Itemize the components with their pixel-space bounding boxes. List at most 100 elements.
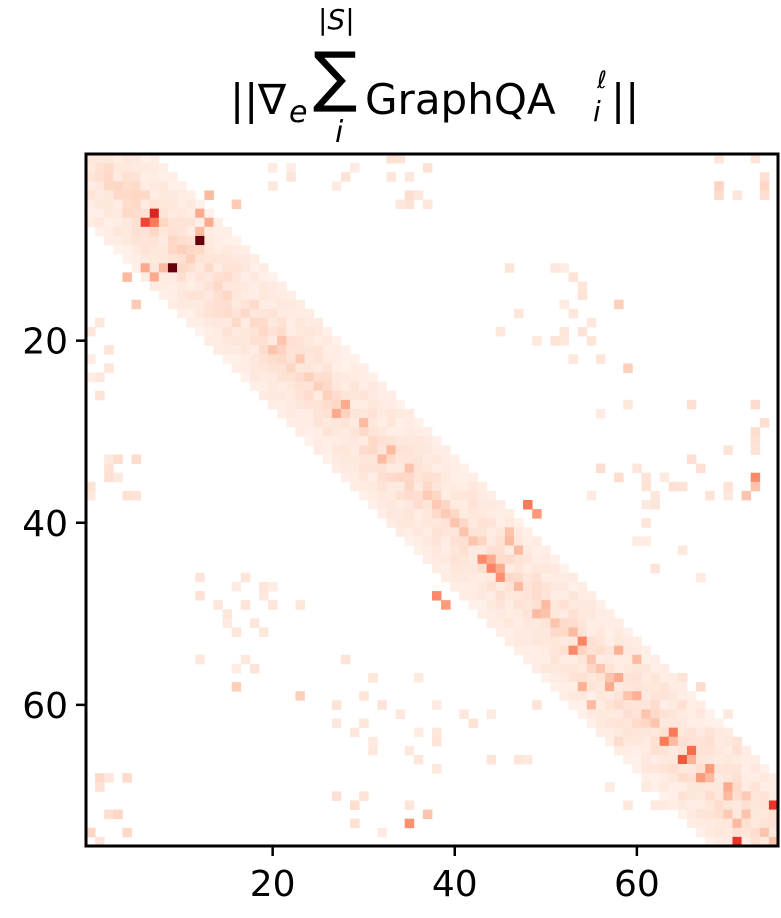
- heatmap-cell: [386, 509, 396, 519]
- heatmap-cell: [95, 317, 105, 328]
- heatmap-cell: [149, 226, 160, 237]
- heatmap-cell: [605, 609, 615, 619]
- heatmap-cell: [641, 673, 651, 683]
- heatmap-cell: [222, 272, 233, 282]
- heatmap-cell: [459, 591, 469, 601]
- heatmap-cell: [668, 745, 679, 756]
- heatmap-cell: [677, 773, 688, 783]
- heatmap-cell: [413, 463, 424, 474]
- heatmap-cell: [268, 308, 278, 319]
- heatmap-cell: [422, 518, 433, 528]
- heatmap-cell: [386, 445, 396, 455]
- heatmap-cell: [595, 618, 606, 628]
- heatmap-cell: [477, 545, 488, 556]
- heatmap-cell: [167, 181, 178, 191]
- heatmap-cell: [259, 290, 269, 301]
- heatmap-cell: [322, 445, 333, 455]
- heatmap-cell: [477, 581, 488, 592]
- heatmap-cell: [167, 190, 178, 200]
- heatmap-cell: [268, 281, 278, 291]
- heatmap-cell: [259, 299, 269, 310]
- heatmap-cell: [122, 773, 132, 783]
- heatmap-cell: [586, 336, 597, 346]
- y-tick-label: 40: [22, 504, 68, 545]
- heatmap-cell: [677, 691, 688, 701]
- heatmap-cell: [322, 399, 333, 410]
- heatmap-cell: [204, 299, 214, 310]
- heatmap-cell: [650, 773, 661, 783]
- heatmap-cell: [240, 327, 251, 337]
- heatmap-cell: [586, 609, 597, 619]
- heatmap-cell: [668, 782, 679, 792]
- heatmap-cell: [331, 399, 342, 410]
- heatmap-cell: [732, 800, 742, 810]
- heatmap-cell: [249, 354, 260, 364]
- heatmap-cell: [231, 245, 242, 255]
- heatmap-cell: [195, 654, 205, 665]
- heatmap-cell: [386, 490, 396, 501]
- heatmap-cell: [468, 472, 478, 483]
- heatmap-cell: [477, 600, 488, 610]
- heatmap-cell: [450, 454, 460, 464]
- heatmap-cell: [432, 445, 442, 455]
- heatmap-cell: [131, 490, 142, 501]
- heatmap-cell: [340, 399, 351, 410]
- heatmap-cell: [523, 545, 533, 556]
- heatmap-cell: [586, 636, 597, 647]
- heatmap-cell: [104, 190, 114, 200]
- heatmap-cell: [149, 245, 160, 255]
- heatmap-cell: [368, 427, 378, 437]
- heatmap-cell: [659, 764, 670, 774]
- heatmap-cell: [504, 609, 515, 619]
- heatmap-cell: [605, 673, 615, 683]
- heatmap-cell: [504, 600, 515, 610]
- heatmap-cell: [149, 235, 160, 246]
- heatmap-cell: [714, 773, 724, 783]
- heatmap-cell: [95, 181, 105, 191]
- heatmap-cell: [759, 773, 770, 783]
- title-norm-left: ||: [230, 75, 259, 124]
- heatmap-cell: [404, 445, 415, 455]
- heatmap-cell: [432, 536, 442, 546]
- heatmap-cell: [340, 372, 351, 383]
- title-lower-limit: i: [335, 115, 344, 150]
- heatmap-cell: [204, 308, 214, 319]
- heatmap-cell: [113, 226, 123, 237]
- heatmap-cell: [668, 673, 679, 683]
- heatmap-cell: [559, 673, 569, 683]
- heatmap-cell: [404, 518, 415, 528]
- heatmap-cell: [432, 545, 442, 556]
- heatmap-cell: [340, 445, 351, 455]
- heatmap-cell: [586, 618, 597, 628]
- heatmap-cell: [249, 317, 260, 328]
- heatmap-cell: [268, 317, 278, 328]
- heatmap-cell: [231, 663, 242, 674]
- heatmap-cell: [331, 700, 342, 710]
- heatmap-cell: [213, 226, 223, 237]
- heatmap-cell: [577, 618, 588, 628]
- heatmap-cell: [523, 618, 533, 628]
- heatmap-cell: [158, 190, 169, 200]
- heatmap-cell: [268, 290, 278, 301]
- heatmap-cell: [295, 327, 305, 337]
- heatmap-cell: [222, 327, 233, 337]
- heatmap-cell: [313, 381, 324, 392]
- heatmap-cell: [705, 782, 715, 792]
- heatmap-cell: [568, 682, 579, 692]
- heatmap-cell: [714, 818, 724, 829]
- heatmap-cell: [422, 809, 433, 820]
- heatmap-cell: [550, 654, 560, 665]
- heatmap-cell: [195, 281, 205, 291]
- heatmap-cell: [104, 773, 114, 783]
- heatmap-cell: [286, 163, 296, 173]
- heatmap-cell: [259, 308, 269, 319]
- heatmap-cell: [231, 308, 242, 319]
- heatmap-cell: [368, 390, 378, 401]
- heatmap-cell: [459, 709, 469, 719]
- heatmap-cell: [122, 254, 132, 264]
- heatmap-cell: [86, 490, 96, 501]
- heatmap-cell: [359, 463, 369, 474]
- heatmap-cell: [113, 163, 123, 173]
- heatmap-cell: [131, 263, 142, 273]
- heatmap-cell: [586, 645, 597, 656]
